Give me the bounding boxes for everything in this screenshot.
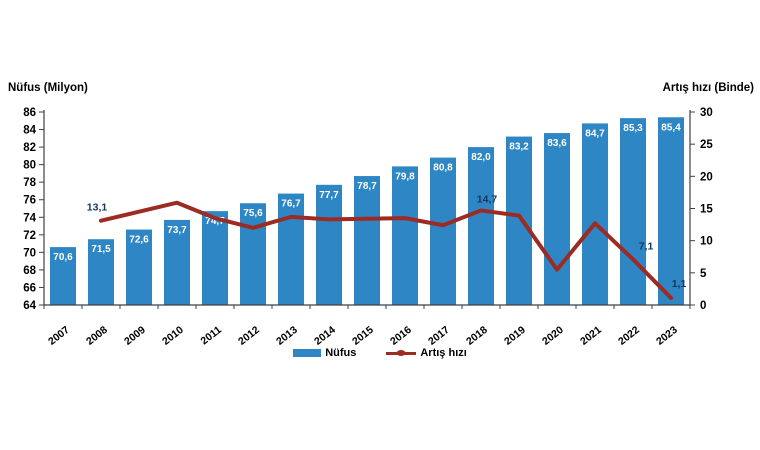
bar-label-2016: 79,8	[395, 171, 415, 182]
left-tick-label: 78	[23, 177, 36, 189]
left-tick-label: 82	[23, 142, 36, 154]
growth-rate-line	[99, 200, 673, 300]
bar-2019	[506, 136, 532, 305]
bar-2015	[354, 176, 380, 305]
bar-2016	[392, 166, 418, 305]
bar-label-2019: 83,2	[509, 142, 529, 153]
bar-label-2009: 72,6	[129, 235, 149, 246]
legend-bar-swatch	[293, 349, 322, 357]
bar-2011	[202, 211, 228, 305]
bar-2013	[278, 193, 304, 305]
right-tick-label: 0	[700, 300, 706, 312]
left-tick-label: 76	[23, 195, 36, 207]
bar-2014	[316, 184, 342, 305]
bar-2010	[164, 219, 190, 305]
right-tick-label: 30	[700, 107, 713, 119]
bar-2020	[544, 133, 570, 305]
left-tick-label: 84	[23, 125, 36, 137]
bar-2007	[50, 247, 76, 305]
bar-label-2021: 84,7	[585, 128, 605, 139]
bar-label-2023: 85,4	[661, 122, 681, 133]
line-label-2018: 14,7	[477, 193, 498, 205]
right-tick-label: 10	[700, 236, 713, 248]
bar-label-2008: 71,5	[91, 244, 111, 255]
bar-2021	[582, 123, 608, 306]
bar-2023	[658, 117, 684, 305]
left-tick-label: 64	[23, 300, 36, 312]
left-axis-title: Nüfus (Milyon)	[8, 82, 88, 94]
bar-2022	[620, 118, 646, 306]
left-tick-label: 80	[23, 160, 36, 172]
right-tick-label: 5	[700, 268, 707, 280]
bar-2017	[430, 157, 456, 305]
bar-label-2015: 78,7	[357, 181, 377, 192]
left-tick-label: 68	[23, 265, 36, 277]
right-tick-label: 25	[700, 139, 713, 151]
legend-item-artis-hizi: Artış hızı	[386, 347, 467, 359]
legend: Nüfus Artış hızı	[0, 345, 760, 361]
line-label-2023: 1,1	[672, 278, 687, 290]
left-tick-label: 86	[23, 107, 36, 119]
bar-label-2010: 73,7	[167, 225, 187, 236]
legend-label-artis-hizi: Artış hızı	[420, 347, 467, 359]
legend-line-marker	[396, 350, 406, 356]
bar-2008	[88, 239, 114, 305]
legend-line-swatch	[386, 350, 417, 356]
right-tick-label: 20	[700, 171, 713, 183]
left-tick-label: 74	[23, 212, 36, 224]
legend-item-nufus: Nüfus	[293, 347, 356, 359]
bar-label-2007: 70,6	[53, 252, 73, 263]
right-axis-title: Artış hızı (Binde)	[662, 82, 754, 94]
bar-2018	[468, 147, 494, 305]
line-label-2022: 7,1	[639, 240, 654, 252]
bar-2012	[240, 203, 266, 305]
bar-label-2018: 82,0	[471, 152, 491, 163]
x-label-2011: 2011	[199, 324, 224, 348]
bar-label-2013: 76,7	[281, 199, 301, 210]
right-tick-label: 15	[700, 204, 713, 216]
legend-label-nufus: Nüfus	[325, 347, 357, 359]
bar-label-2011: 74,7	[205, 216, 225, 227]
bar-2009	[126, 229, 152, 305]
bar-label-2014: 77,7	[319, 190, 339, 201]
left-tick-label: 70	[23, 247, 36, 259]
left-tick-label: 72	[23, 230, 36, 242]
left-tick-label: 66	[23, 282, 36, 294]
bar-label-2020: 83,6	[547, 138, 567, 149]
line-label-2008: 13,1	[87, 202, 108, 214]
bar-label-2017: 80,8	[433, 163, 453, 174]
bar-label-2022: 85,3	[623, 123, 643, 134]
bar-label-2012: 75,6	[243, 208, 263, 219]
